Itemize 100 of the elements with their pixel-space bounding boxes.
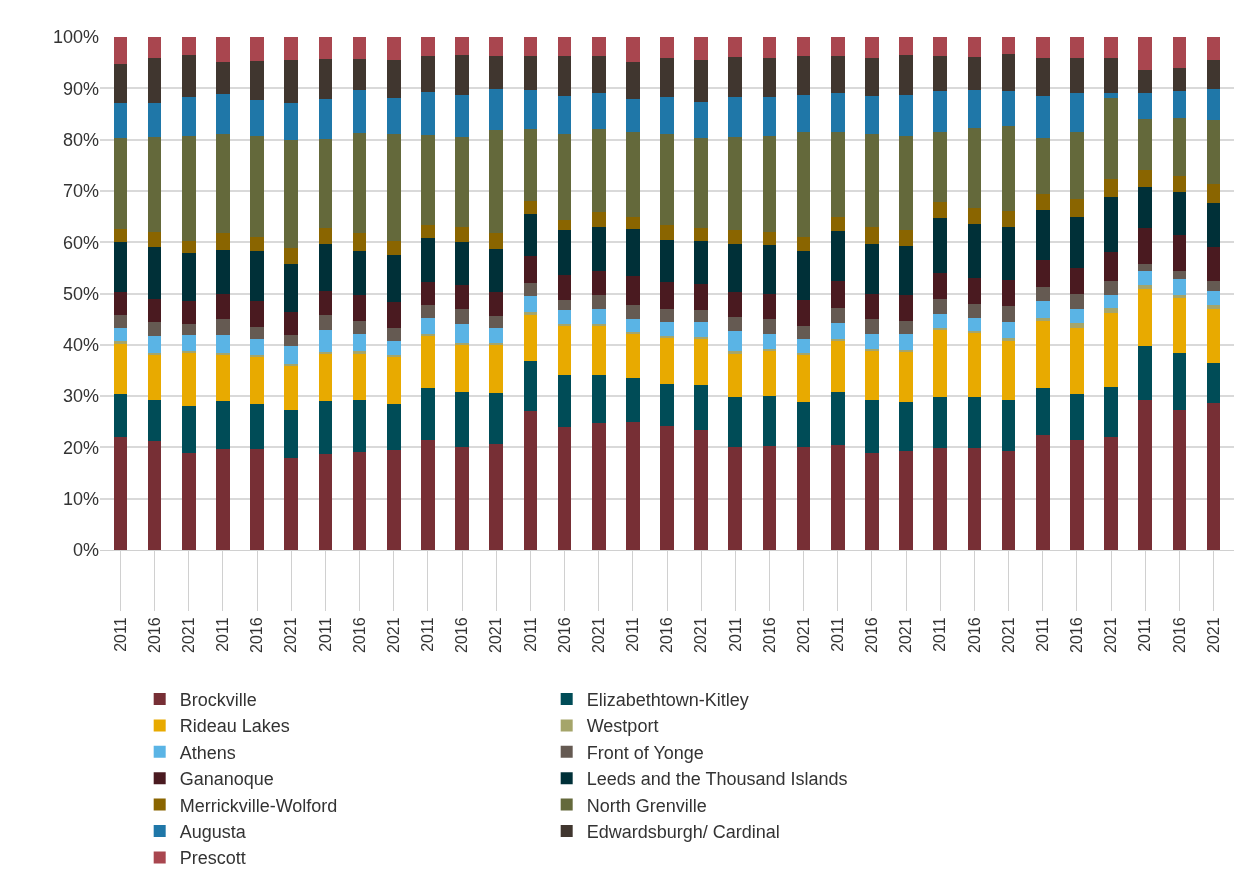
bar xyxy=(660,282,674,310)
bar xyxy=(113,102,128,139)
bar xyxy=(216,334,230,353)
bar xyxy=(284,102,299,140)
bar xyxy=(386,449,401,550)
bar xyxy=(1104,295,1118,308)
bar xyxy=(967,57,982,91)
x-tick-label: 2021 xyxy=(897,617,915,653)
bar xyxy=(660,96,674,135)
bar xyxy=(1070,294,1084,309)
bar xyxy=(830,280,845,308)
legend-label: Athens xyxy=(179,742,236,763)
bar xyxy=(796,236,811,252)
y-tick-label: 30% xyxy=(62,386,99,407)
bar xyxy=(1001,211,1016,228)
bar xyxy=(284,139,299,249)
bar xyxy=(865,227,879,244)
bar xyxy=(386,302,401,328)
bar xyxy=(660,383,674,427)
bar xyxy=(933,272,948,299)
bar xyxy=(421,37,435,56)
bar xyxy=(762,231,777,246)
bar xyxy=(694,310,708,323)
bar xyxy=(557,56,572,96)
legend-label: Leeds and the Thousand Islands xyxy=(586,769,848,790)
bar xyxy=(1104,97,1118,179)
bar xyxy=(421,134,435,225)
bar xyxy=(1206,309,1221,363)
x-tick-label: 2021 xyxy=(794,617,812,653)
bar xyxy=(1104,307,1118,313)
bar xyxy=(1035,300,1050,318)
y-tick-label: 60% xyxy=(62,232,99,253)
bar xyxy=(626,62,640,99)
y-tick-label: 10% xyxy=(62,489,99,509)
legend-label: Augusta xyxy=(179,822,247,843)
x-tick-label: 2021 xyxy=(1204,617,1222,653)
bar xyxy=(796,37,811,56)
bar xyxy=(1172,270,1187,279)
bar xyxy=(352,295,367,322)
bar xyxy=(386,403,401,450)
bar xyxy=(455,342,469,345)
bar xyxy=(557,134,572,221)
bar xyxy=(626,318,640,332)
legend-label: Brockville xyxy=(179,690,257,711)
bar xyxy=(762,245,777,295)
bar xyxy=(762,294,777,320)
bar xyxy=(523,411,538,550)
bar xyxy=(967,224,982,278)
bar xyxy=(216,232,230,250)
bar xyxy=(626,131,640,217)
y-tick-label: 70% xyxy=(62,181,99,202)
bar xyxy=(421,305,435,319)
bar xyxy=(1138,119,1153,171)
bar xyxy=(1035,321,1050,388)
bar xyxy=(591,308,606,325)
bar xyxy=(1104,312,1118,387)
bar xyxy=(1206,88,1221,120)
bar xyxy=(660,37,674,58)
x-tick-label: 2011 xyxy=(316,617,334,652)
bar xyxy=(455,447,469,550)
bar xyxy=(1138,289,1153,347)
bar xyxy=(455,324,469,343)
bar xyxy=(421,91,435,135)
bar xyxy=(523,201,538,214)
bar xyxy=(557,325,572,376)
x-tick-label: 2011 xyxy=(521,617,539,652)
bar xyxy=(1138,170,1153,188)
bar xyxy=(694,338,708,386)
bar xyxy=(1070,327,1084,394)
y-tick-label: 0% xyxy=(72,540,99,561)
bar xyxy=(660,134,674,226)
bar xyxy=(933,447,948,550)
bar xyxy=(762,395,777,446)
bar xyxy=(830,217,845,231)
bar xyxy=(1138,346,1153,400)
bar xyxy=(694,60,708,102)
bar xyxy=(318,291,333,316)
bar xyxy=(352,250,367,296)
bar xyxy=(865,453,879,550)
bar xyxy=(1172,192,1187,236)
bar xyxy=(318,98,333,140)
y-tick-label: 50% xyxy=(62,283,99,304)
bar xyxy=(386,356,401,404)
bar xyxy=(1138,93,1153,120)
bar xyxy=(762,333,777,349)
bar xyxy=(216,354,230,402)
bar xyxy=(113,328,128,341)
bar xyxy=(113,63,128,103)
bar xyxy=(284,365,299,411)
bar xyxy=(796,338,811,353)
bar xyxy=(318,453,333,550)
legend-label: Westport xyxy=(586,716,659,737)
bar xyxy=(523,314,538,362)
bar xyxy=(899,349,913,352)
bar xyxy=(626,275,640,305)
bar xyxy=(1138,69,1153,94)
bar xyxy=(284,312,299,335)
bar xyxy=(181,37,196,56)
bar xyxy=(455,344,469,392)
x-tick-label: 2021 xyxy=(384,617,402,653)
